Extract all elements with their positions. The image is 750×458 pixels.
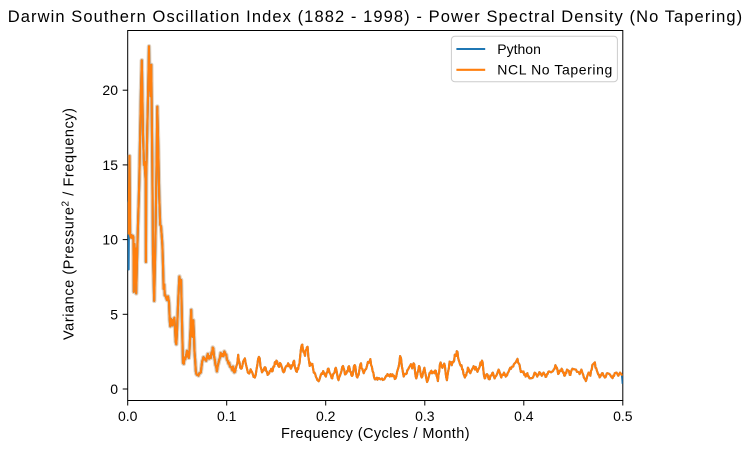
svg-text:0.4: 0.4 [514,408,534,424]
svg-text:Variance (Pressure2 / Frequenc: Variance (Pressure2 / Frequency) [61,107,78,340]
svg-text:Darwin Southern Oscillation In: Darwin Southern Oscillation Index (1882 … [8,8,743,26]
svg-text:0.0: 0.0 [118,408,138,424]
svg-text:0.2: 0.2 [316,408,336,424]
svg-text:NCL No Tapering: NCL No Tapering [497,62,613,78]
svg-text:0.1: 0.1 [217,408,237,424]
svg-text:0.5: 0.5 [613,408,633,424]
svg-text:5: 5 [110,306,118,322]
svg-text:Frequency (Cycles / Month): Frequency (Cycles / Month) [281,426,470,442]
svg-text:15: 15 [102,157,118,173]
svg-text:Python: Python [497,41,541,57]
svg-text:10: 10 [102,232,118,248]
svg-text:0: 0 [110,381,118,397]
svg-text:20: 20 [102,82,118,98]
svg-text:0.3: 0.3 [415,408,435,424]
